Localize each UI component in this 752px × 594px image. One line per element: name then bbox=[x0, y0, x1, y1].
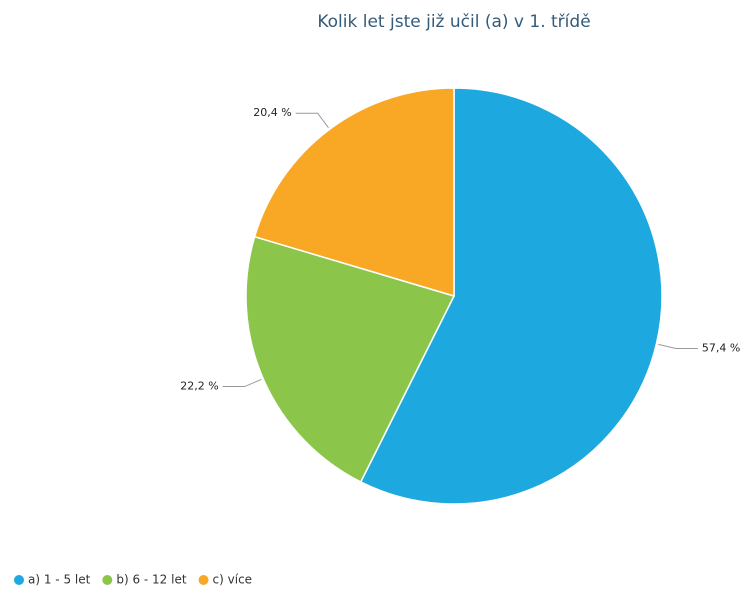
data-label: 57,4 % bbox=[702, 342, 740, 355]
legend-marker bbox=[102, 575, 113, 585]
legend-marker bbox=[14, 575, 24, 585]
data-label: 20,4 % bbox=[253, 106, 291, 119]
legend-label: a) 1 - 5 let bbox=[28, 573, 91, 587]
label-connector bbox=[295, 112, 329, 128]
label-connector bbox=[658, 343, 698, 350]
chart-title: Kolik let jste již učil (a) v 1. třídě bbox=[317, 12, 590, 32]
legend-marker bbox=[198, 575, 209, 585]
legend-label: c) více bbox=[213, 573, 253, 587]
legend-label: b) 6 - 12 let bbox=[116, 573, 187, 587]
pie-slice bbox=[253, 87, 455, 298]
data-label: 22,2 % bbox=[180, 380, 218, 393]
pie-slice bbox=[245, 235, 456, 483]
pie-slice bbox=[359, 87, 663, 505]
label-connector bbox=[222, 378, 262, 388]
